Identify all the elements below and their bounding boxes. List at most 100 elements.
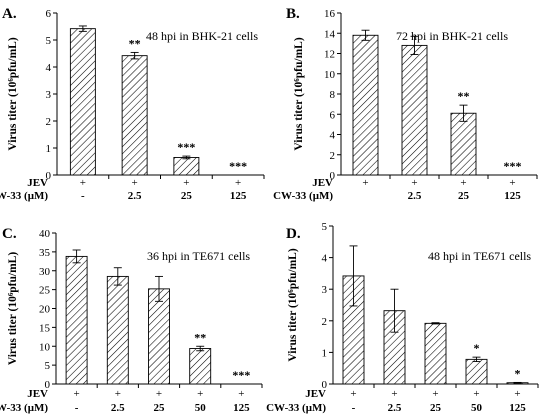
cw33-dose-label: 50 (471, 402, 483, 414)
y-tick-label: 0 (46, 170, 52, 182)
row-label-jev: JEV (27, 388, 48, 400)
jev-value-label: + (362, 177, 368, 189)
jev-value-label: + (411, 177, 417, 189)
y-tick-label: 4 (330, 130, 336, 142)
cw33-dose-label: - (81, 190, 85, 202)
y-tick-label: 10 (39, 341, 51, 353)
cw33-dose-label: 125 (233, 402, 250, 414)
y-tick-label: 8 (330, 89, 336, 101)
y-tick-label: 0 (322, 379, 328, 391)
panel-letter: A. (2, 6, 17, 22)
chart-panel-4: D. 48 hpi in TE671 cells Virus titer (10⁶p… (266, 221, 539, 414)
y-tick-label: 0 (45, 379, 51, 391)
cw33-dose-label: 2.5 (111, 402, 125, 414)
row-label-jev: JEV (305, 388, 326, 400)
cw33-dose-label: 125 (504, 190, 521, 202)
y-tick-label: 40 (39, 228, 51, 240)
jev-value-label: + (73, 388, 79, 400)
y-tick-label: 10 (324, 69, 336, 81)
chart-panel-2: B. 72 hpi in BHK-21 cells Virus titer (10⁶… (273, 6, 538, 202)
chart-panel-1: A. 48 hpi in BHK-21 cells Virus titer (10⁶… (0, 6, 265, 202)
y-tick-label: 15 (39, 322, 51, 334)
bar (401, 44, 428, 176)
significance-marker: *** (177, 140, 195, 154)
bar (424, 322, 447, 385)
y-tick-label: 5 (45, 360, 51, 372)
chart-title: 48 hpi in TE671 cells (428, 249, 531, 263)
y-tick-label: 4 (322, 253, 328, 265)
bar (352, 34, 379, 176)
jev-value-label: + (473, 388, 479, 400)
row-label-cw33: CW-33 (μM) (273, 190, 333, 202)
panel-letter: D. (286, 226, 301, 242)
row-label-cw33: CW-33 (μM) (266, 402, 326, 414)
y-tick-label: 3 (322, 284, 328, 296)
y-tick-label: 1 (322, 347, 328, 359)
y-tick-label: 6 (46, 8, 52, 20)
y-axis-label: Virus titer (10⁶pfu/mL) (7, 37, 19, 150)
cw33-dose-label: - (75, 402, 79, 414)
cw33-dose-label: 25 (458, 190, 470, 202)
jev-value-label: + (197, 388, 203, 400)
significance-marker: ** (194, 330, 206, 344)
y-tick-label: 5 (322, 221, 328, 233)
y-tick-label: 25 (39, 285, 51, 297)
y-tick-label: 20 (39, 304, 51, 316)
chart-title: 48 hpi in BHK-21 cells (146, 29, 258, 43)
jev-value-label: + (156, 388, 162, 400)
significance-marker: ** (129, 36, 141, 50)
cw33-dose-label: - (352, 402, 356, 414)
cw33-dose-label: 2.5 (128, 190, 142, 202)
jev-value-label: + (509, 177, 515, 189)
significance-marker: ** (458, 89, 470, 103)
y-axis-label: Virus titer (10⁶pfu/mL) (293, 37, 305, 150)
y-tick-label: 1 (46, 143, 52, 155)
y-tick-label: 16 (324, 8, 336, 20)
bar (148, 288, 170, 385)
cw33-dose-label: 125 (509, 402, 526, 414)
y-tick-label: 30 (39, 266, 51, 278)
row-label-cw33: CW-33 (μM) (0, 402, 48, 414)
jev-value-label: + (432, 388, 438, 400)
jev-value-label: + (460, 177, 466, 189)
significance-marker: *** (504, 159, 522, 173)
y-tick-label: 5 (46, 35, 52, 47)
panel-letter: C. (2, 226, 17, 242)
chart-title: 72 hpi in BHK-21 cells (396, 29, 508, 43)
jev-value-label: + (350, 388, 356, 400)
significance-marker: * (474, 341, 480, 355)
jev-value-label: + (183, 177, 189, 189)
y-tick-label: 3 (46, 89, 52, 101)
jev-value-label: + (115, 388, 121, 400)
y-tick-label: 14 (324, 28, 336, 40)
jev-value-label: + (391, 388, 397, 400)
jev-value-label: + (80, 177, 86, 189)
y-tick-label: 35 (39, 247, 51, 259)
bar (450, 112, 477, 176)
bar (69, 28, 96, 176)
chart-panel-3: C. 36 hpi in TE671 cells Virus titer (10⁶p… (0, 226, 263, 414)
cw33-dose-label: 25 (181, 190, 193, 202)
bar (106, 275, 129, 385)
row-label-jev: JEV (312, 177, 333, 189)
jev-value-label: + (235, 177, 241, 189)
significance-marker: *** (232, 368, 250, 382)
bar (121, 55, 148, 176)
significance-marker: * (515, 366, 521, 380)
row-label-jev: JEV (27, 177, 48, 189)
y-tick-label: 4 (46, 62, 52, 74)
bar (173, 156, 200, 176)
jev-value-label: + (132, 177, 138, 189)
row-label-cw33: CW-33 (μM) (0, 190, 48, 202)
cw33-dose-label: 25 (430, 402, 442, 414)
bar (465, 358, 488, 385)
significance-marker: *** (229, 159, 247, 173)
bar (65, 255, 88, 385)
y-tick-label: 0 (330, 170, 336, 182)
y-axis-label: Virus titer (10⁶pfu/mL) (287, 248, 299, 361)
panel-letter: B. (286, 6, 300, 22)
y-tick-label: 2 (322, 316, 328, 328)
bar (189, 348, 212, 385)
y-axis-label: Virus titer (10⁶pfu/mL) (7, 252, 19, 365)
